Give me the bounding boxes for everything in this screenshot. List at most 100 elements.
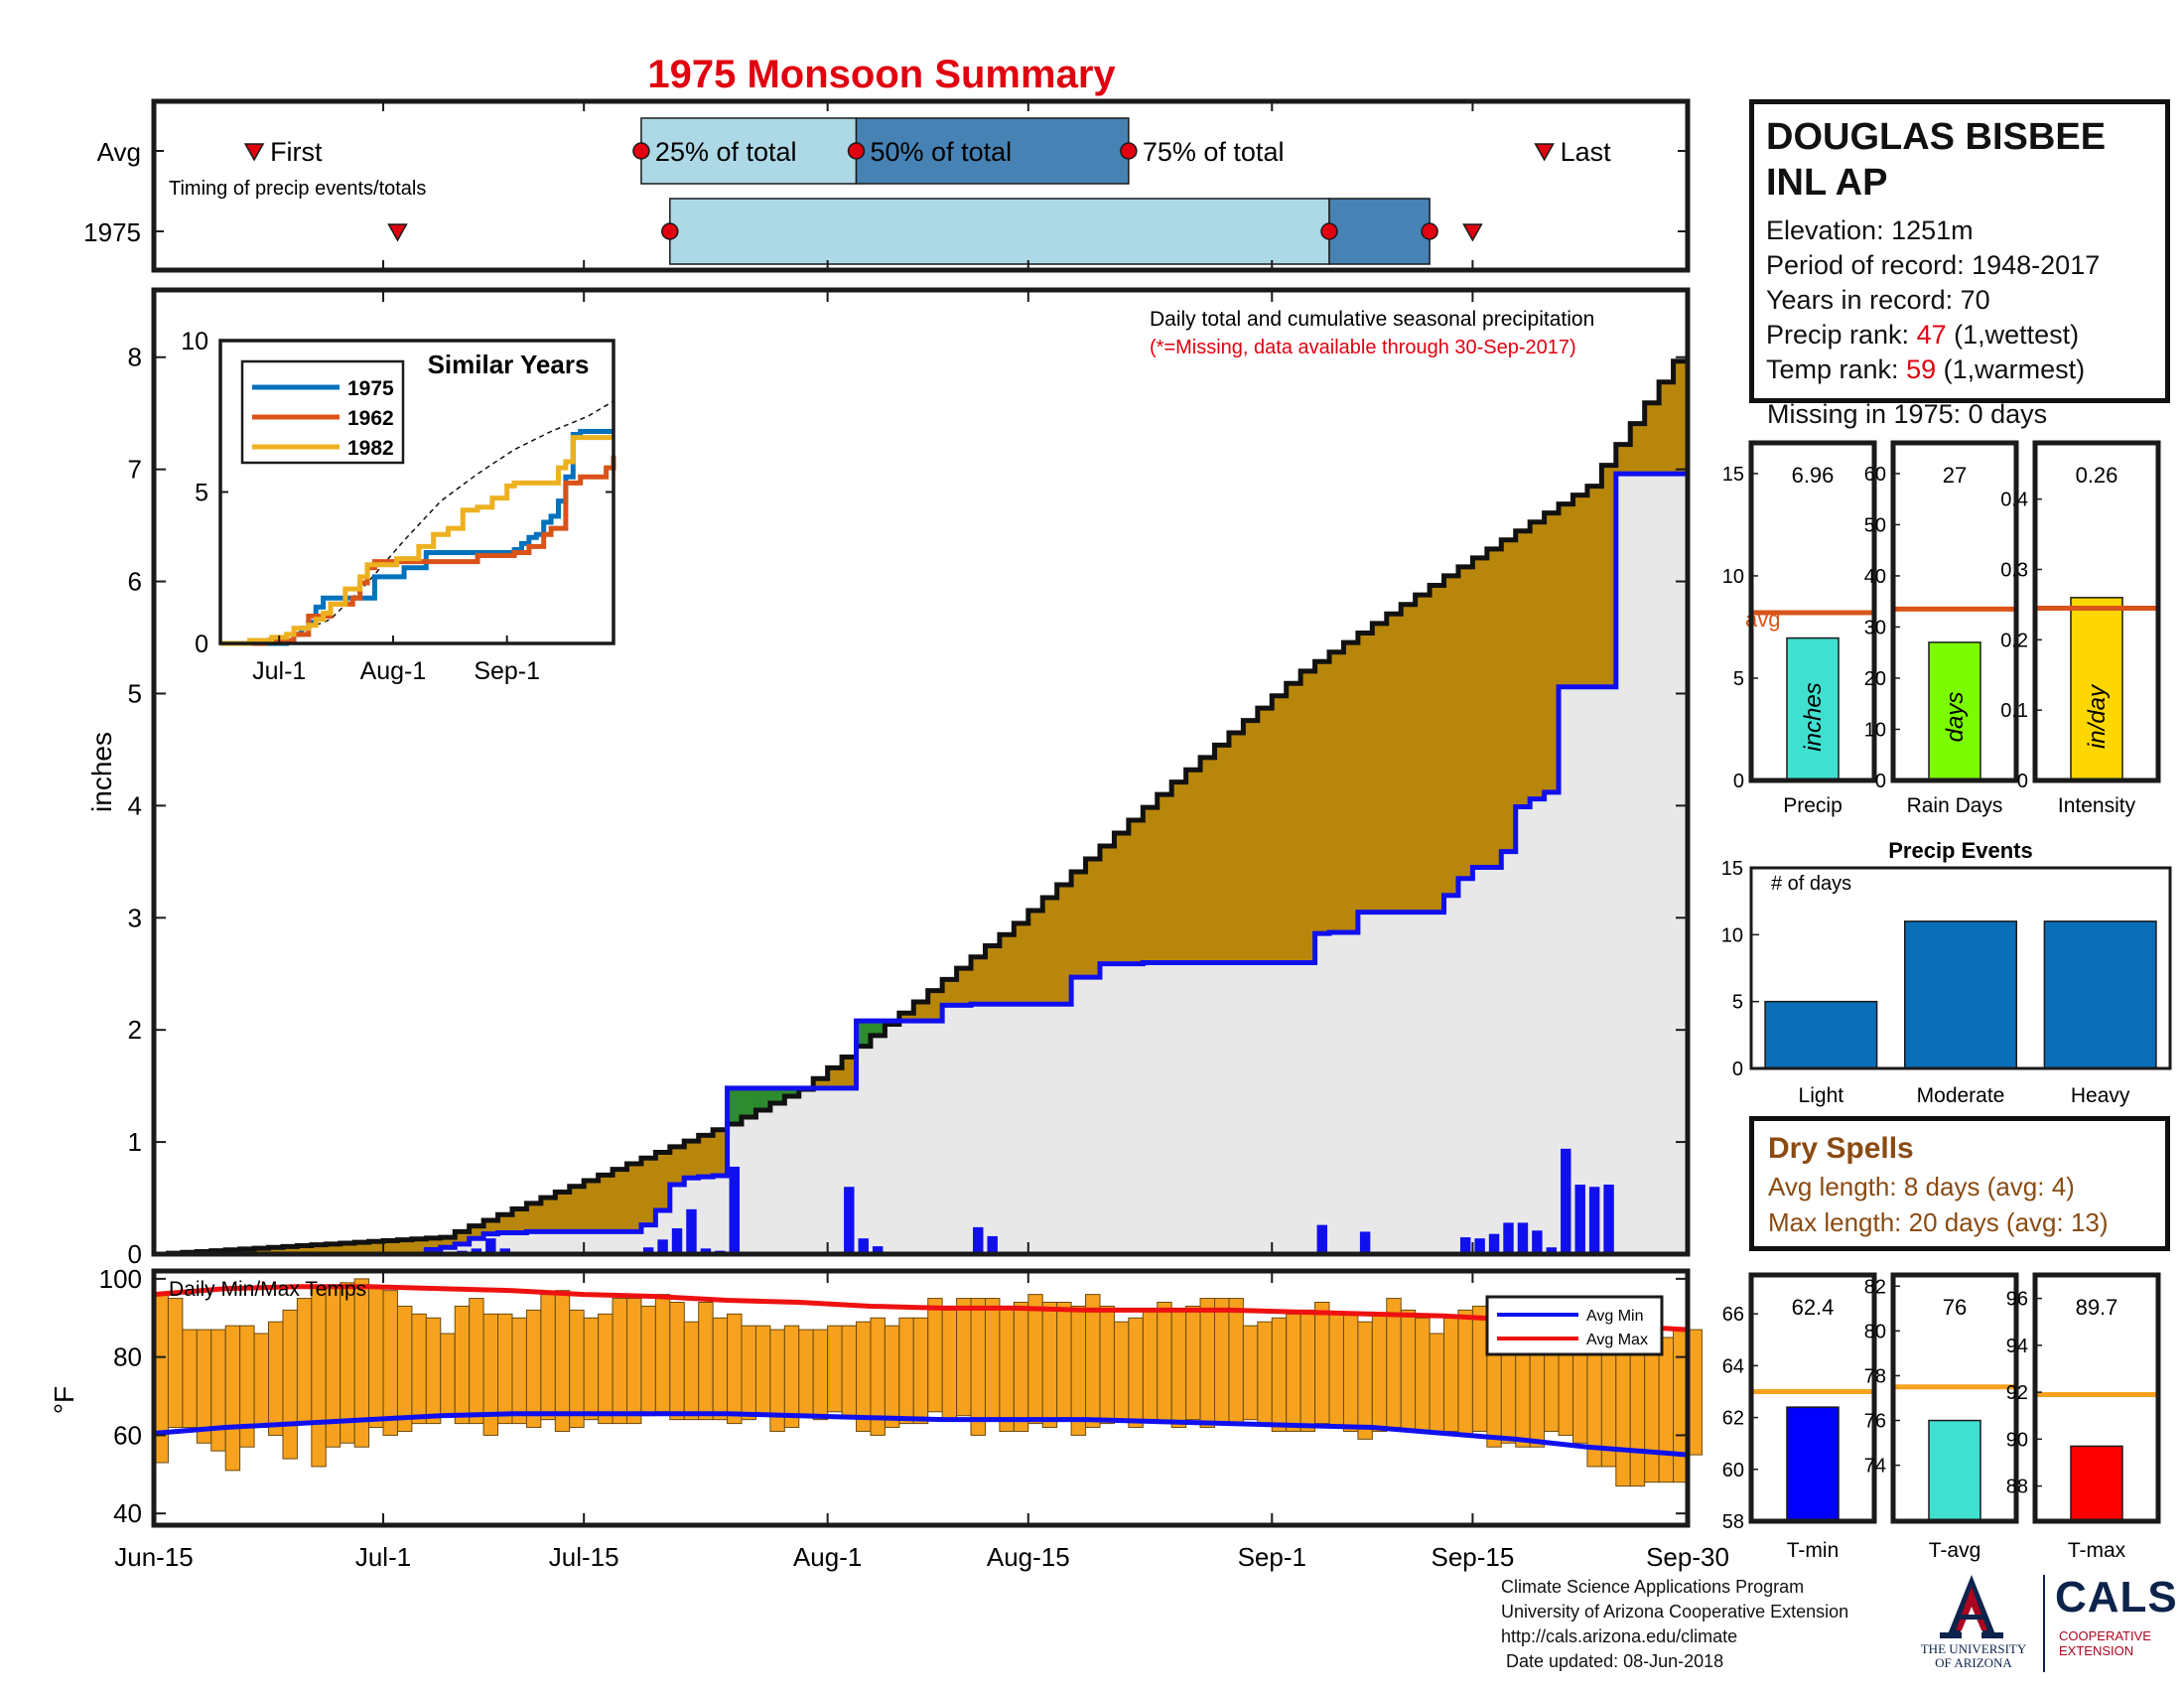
temp-rank-note: (1,warmest) — [1936, 354, 2086, 384]
precip-events-panel: Light Moderate Heavy 0 5 10 15 Precip Events # o… — [1721, 838, 2170, 1107]
below-observed-area-segment — [1644, 474, 1660, 1254]
timing-year-25pct-marker — [661, 222, 679, 240]
deficit-area-segment — [1601, 465, 1617, 687]
daily-temperature-bar — [1314, 1302, 1330, 1425]
date-xtick-label: Jul-15 — [549, 1542, 619, 1572]
deficit-area-segment — [713, 1129, 729, 1176]
deficit-area-segment — [1329, 651, 1344, 932]
daily-temperature-bar — [1170, 1309, 1187, 1429]
below-observed-area-segment — [1027, 1004, 1043, 1254]
temp-stat-ytick-label: 74 — [1864, 1456, 1886, 1478]
figure-title: 1975 Monsoon Summary — [647, 53, 1116, 96]
below-observed-area-segment — [1257, 962, 1273, 1254]
precip-events-bar — [1903, 920, 2018, 1069]
timing-25pct-label: 25% of total — [655, 137, 797, 167]
daily-temperature-bar — [1342, 1313, 1359, 1432]
deficit-area-segment — [655, 1152, 671, 1210]
deficit-area-segment — [326, 1243, 341, 1254]
average-cumulative-line — [154, 340, 1691, 1257]
deficit-area-segment — [469, 1225, 484, 1239]
deficit-area-segment — [1228, 732, 1244, 963]
below-observed-area-segment — [1056, 1004, 1072, 1254]
daily-temperature-bar — [683, 1321, 700, 1421]
season-stat-ytick-label: 0.3 — [2000, 560, 2028, 582]
temperature-ytick-label: 80 — [113, 1342, 142, 1372]
below-observed-area-segment — [1314, 933, 1330, 1254]
daily-temperature-bar — [382, 1290, 398, 1436]
temp-stat-ytick-label: 80 — [1864, 1321, 1886, 1342]
below-observed-area-segment — [511, 1232, 527, 1254]
precip-events-title: Precip Events — [1888, 838, 2033, 863]
temp-stat-ytick-label: 78 — [1864, 1365, 1886, 1387]
deficit-area-segment — [311, 1244, 327, 1254]
deficit-area-segment — [1472, 557, 1488, 868]
credits-line-university: University of Arizona Cooperative Extens… — [1501, 1602, 1849, 1622]
precip-events-category-label: Heavy — [2071, 1084, 2130, 1107]
deficit-area-segment — [254, 1248, 270, 1254]
below-observed-area-segment — [1530, 798, 1546, 1254]
precip-events-category-label: Moderate — [1917, 1084, 2005, 1107]
daily-precip-bar — [1603, 1184, 1614, 1254]
university-of-arizona-logo-icon — [1940, 1575, 2003, 1638]
cumulative-note: Daily total and cumulative seasonal prec… — [1150, 308, 1594, 331]
date-xtick-label: Jun-15 — [114, 1542, 194, 1572]
credits-block: Climate Science Applications Program Uni… — [1501, 1575, 1848, 1674]
below-observed-area-segment — [1228, 962, 1244, 1254]
temp-stat-ytick-label: 66 — [1722, 1304, 1744, 1326]
below-average-area-segment — [885, 1024, 900, 1254]
similar-years-frame — [218, 339, 615, 645]
similar-years-average-dashed-line — [219, 400, 614, 644]
daily-temperature-bar — [440, 1333, 456, 1417]
below-observed-area-segment — [1099, 963, 1115, 1254]
timing-first-label: First — [270, 137, 323, 167]
season-stat-ytick-label: 0.2 — [2000, 630, 2028, 651]
avg-min-temperature-line — [153, 1411, 1689, 1458]
temperature-ytick-label: 100 — [99, 1264, 142, 1294]
temp-stat-value-text: 62.4 — [1792, 1295, 1835, 1320]
daily-precip-bar — [1459, 1237, 1471, 1254]
timing-year-first-marker — [387, 223, 408, 242]
deficit-area-segment — [1214, 745, 1230, 963]
deficit-area-segment — [1099, 846, 1115, 964]
deficit-area-segment — [383, 1240, 398, 1254]
below-observed-area-segment — [713, 1175, 729, 1254]
timing-year-25-50-bar — [669, 198, 1330, 265]
temp-stat-value-bar — [1928, 1419, 1981, 1522]
temp-stat-ytick-label: 60 — [1722, 1460, 1744, 1481]
cumulative-ytick-label: 2 — [128, 1015, 142, 1045]
below-observed-area-segment — [455, 1243, 471, 1254]
daily-temperature-bar — [482, 1313, 499, 1436]
cumulative-ytick-label: 1 — [128, 1127, 142, 1157]
daily-temperature-bar — [1443, 1317, 1459, 1432]
deficit-area-segment — [397, 1239, 413, 1254]
deficit-area-segment — [1559, 503, 1573, 687]
below-observed-area-segment — [1114, 963, 1130, 1254]
temp-stat-frame — [2032, 1272, 2161, 1524]
surplus-area-segment — [856, 1021, 872, 1047]
date-xtick-label: Sep-15 — [1431, 1542, 1514, 1572]
daily-temperature-bar — [1199, 1298, 1216, 1429]
similar-years-legend-label: 1962 — [347, 407, 394, 430]
ua-wordmark-line1: THE UNIVERSITY — [1920, 1641, 2027, 1656]
daily-temperature-bar — [912, 1317, 929, 1425]
deficit-area-segment — [1430, 585, 1445, 913]
daily-temperature-bar — [1429, 1333, 1445, 1432]
daily-precip-bar — [987, 1235, 998, 1254]
temp-stat-ytick-label: 76 — [1864, 1411, 1886, 1433]
temp-stat-ytick-label: 64 — [1722, 1355, 1744, 1377]
season-stat-unit-label: days — [1942, 692, 1969, 743]
below-observed-area-segment — [1329, 931, 1344, 1254]
avg-min-legend-label: Avg Min — [1586, 1308, 1644, 1325]
below-observed-area-segment — [1515, 806, 1531, 1254]
deficit-area-segment — [1673, 360, 1689, 475]
daily-precip-bar — [858, 1238, 869, 1254]
daily-temperature-bar — [1142, 1309, 1159, 1421]
temp-stat-label: T-min — [1787, 1539, 1840, 1562]
daily-precip-bar — [1561, 1148, 1571, 1254]
deficit-area-segment — [1515, 530, 1531, 807]
surplus-area-segment — [742, 1087, 756, 1118]
season-stat-frame — [1890, 440, 2019, 783]
daily-temperature-bar — [268, 1321, 284, 1436]
